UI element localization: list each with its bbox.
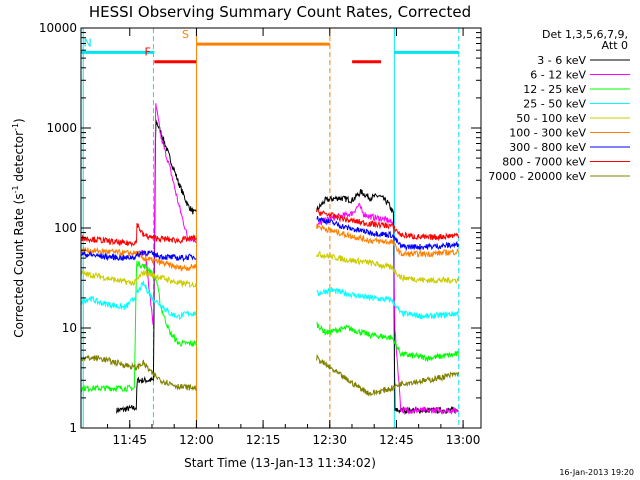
series-line bbox=[316, 223, 459, 259]
series-line bbox=[316, 286, 459, 320]
flag-label-S: S bbox=[182, 28, 189, 41]
legend-header: Det 1,3,5,6,7,9, bbox=[542, 28, 628, 41]
y-tick-label: 100 bbox=[54, 221, 77, 235]
x-tick-label: 12:15 bbox=[246, 433, 281, 447]
series-line bbox=[136, 103, 197, 326]
x-axis-label: Start Time (13-Jan-13 11:34:02) bbox=[184, 456, 376, 470]
flag-label-F: F bbox=[145, 46, 151, 59]
plot-frame bbox=[80, 27, 482, 429]
legend-label: 12 - 25 keV bbox=[523, 83, 586, 96]
series-line bbox=[80, 246, 197, 272]
series-line bbox=[316, 208, 459, 242]
legend-label: 300 - 800 keV bbox=[509, 141, 586, 154]
x-tick-label: 12:45 bbox=[379, 433, 414, 447]
series-line bbox=[316, 250, 459, 284]
series-line bbox=[316, 354, 459, 397]
legend-label: 50 - 100 keV bbox=[516, 112, 586, 125]
legend-label: 800 - 7000 keV bbox=[502, 156, 586, 169]
series-line bbox=[80, 260, 197, 393]
series-line bbox=[316, 321, 459, 363]
chart-title: HESSI Observing Summary Count Rates, Cor… bbox=[89, 3, 471, 21]
x-tick-label: 12:30 bbox=[312, 433, 347, 447]
legend-label: 3 - 6 keV bbox=[537, 54, 586, 67]
x-tick-label: 12:00 bbox=[179, 433, 214, 447]
legend: Det 1,3,5,6,7,9,Att 0 3 - 6 keV 6 - 12 keV… bbox=[488, 28, 630, 183]
series-line bbox=[80, 223, 197, 248]
flag-label-N: N bbox=[84, 36, 92, 49]
legend-label: 100 - 300 keV bbox=[509, 127, 586, 140]
y-tick-label: 1 bbox=[69, 421, 77, 435]
axes: 11:45 12:00 12:15 12:30 12:45 13:00 1 10 100 1000… bbox=[39, 21, 481, 447]
legend-label: 6 - 12 keV bbox=[530, 69, 586, 82]
series-line bbox=[316, 216, 459, 252]
x-tick-label: 11:45 bbox=[112, 433, 147, 447]
legend-header: Att 0 bbox=[602, 39, 628, 52]
y-tick-label: 1000 bbox=[46, 121, 77, 135]
plot-area: F N S bbox=[80, 28, 460, 428]
series-line bbox=[80, 268, 197, 289]
y-axis-label: Corrected Count Rate (s-1 detector-1) bbox=[11, 118, 26, 337]
series-line bbox=[80, 250, 197, 263]
legend-label: 25 - 50 keV bbox=[523, 98, 586, 111]
series-line bbox=[80, 355, 197, 392]
series-line bbox=[80, 280, 197, 321]
series-line bbox=[116, 119, 197, 414]
y-tick-label: 10 bbox=[62, 321, 77, 335]
timestamp: 16-Jan-2013 19:20 bbox=[559, 468, 634, 477]
x-tick-label: 13:00 bbox=[446, 433, 481, 447]
legend-label: 7000 - 20000 keV bbox=[488, 170, 586, 183]
y-tick-label: 10000 bbox=[39, 21, 77, 35]
